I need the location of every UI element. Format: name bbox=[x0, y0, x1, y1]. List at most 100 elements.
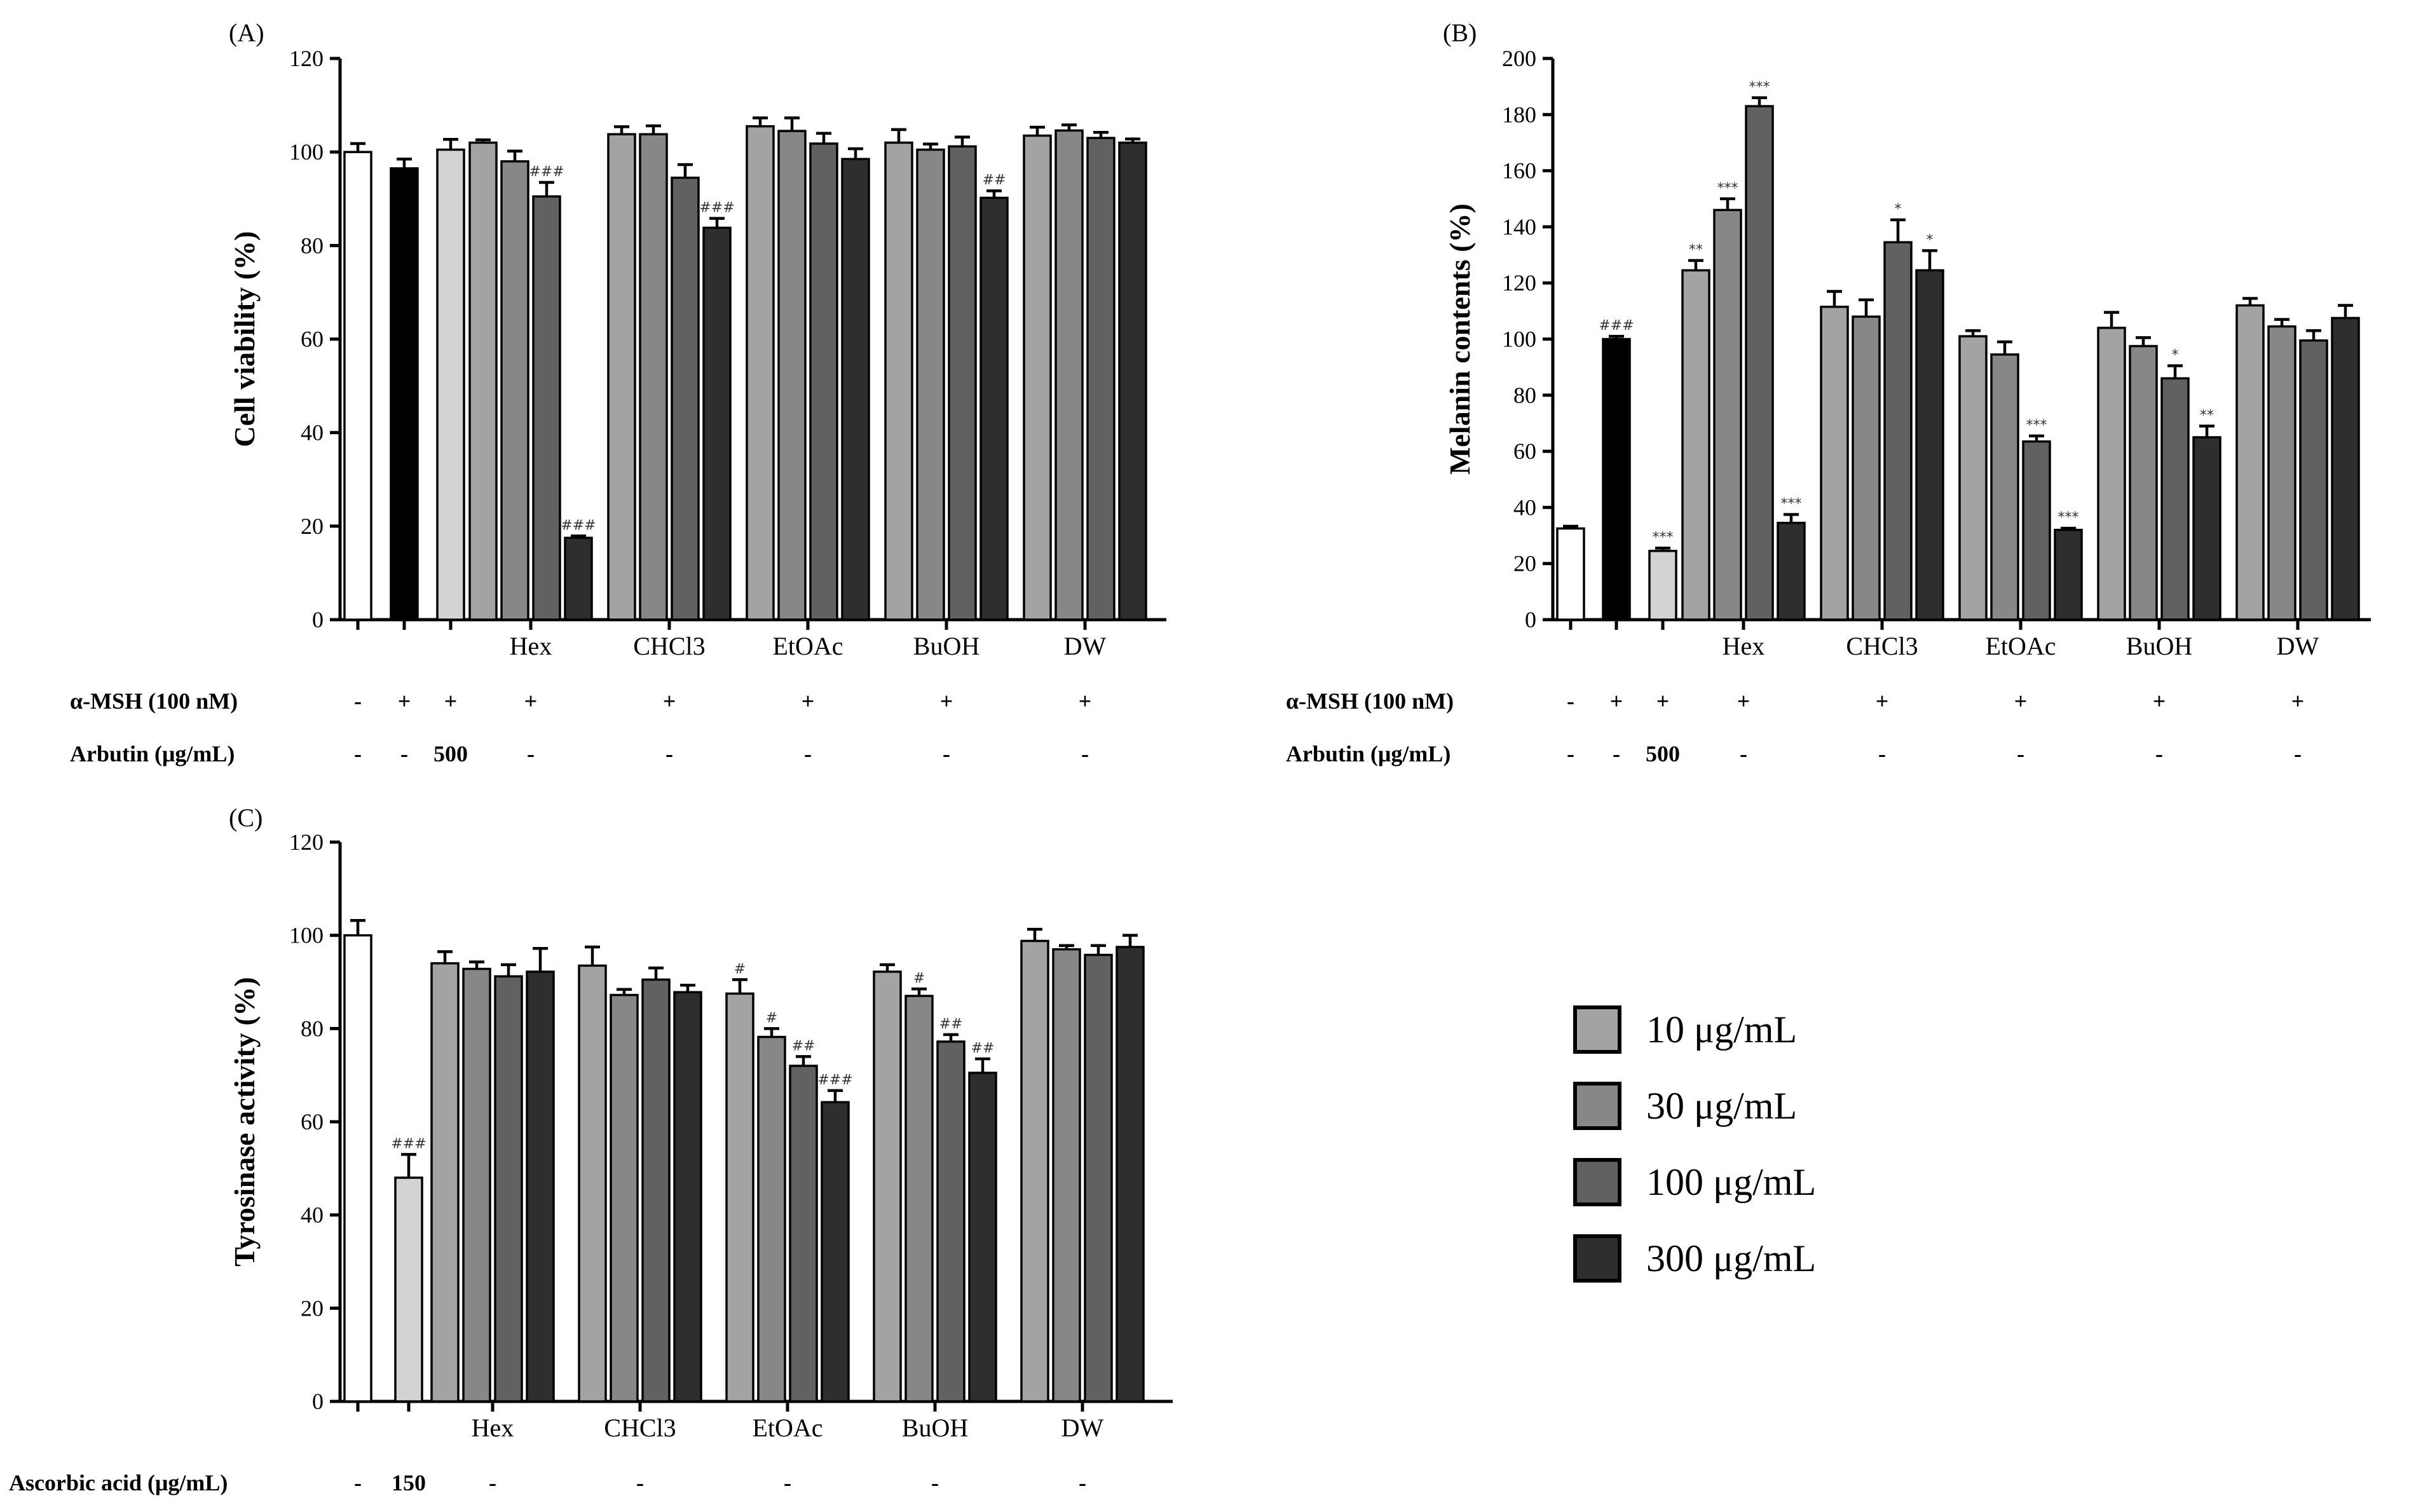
bar-c10 bbox=[884, 141, 913, 621]
y-tick-label: 120 bbox=[1502, 270, 1536, 296]
bar-c300 bbox=[564, 536, 593, 621]
bar-c100 bbox=[789, 1065, 818, 1403]
bar-c300 bbox=[841, 158, 870, 621]
legend-label: 100 μg/mL bbox=[1646, 1161, 1816, 1203]
significance-marker: # bbox=[734, 961, 746, 977]
group-label: EtOAc bbox=[752, 1413, 822, 1442]
treatment-value: - bbox=[354, 1470, 362, 1495]
bar-c30 bbox=[462, 967, 491, 1403]
treatment-value: - bbox=[400, 741, 408, 766]
panel-label: (C) bbox=[229, 803, 263, 832]
bar-c30 bbox=[757, 1035, 786, 1403]
treatment-value: + bbox=[1737, 688, 1750, 714]
panel-c-tyrosinase-chart: (C) Tyrosinase activity (%) 0 20 40 60 80 100 12… bbox=[9, 803, 1173, 1495]
treatment-value: - bbox=[804, 741, 812, 766]
treatment-value: + bbox=[2291, 688, 2305, 714]
treatment-value: - bbox=[1878, 741, 1886, 766]
treatment-value: 150 bbox=[392, 1470, 426, 1495]
bar-c10 bbox=[1820, 305, 1849, 621]
treatment-value: + bbox=[802, 688, 815, 714]
treatment-value: + bbox=[444, 688, 458, 714]
treatment-row-label: α-MSH (100 nM) bbox=[1286, 688, 1454, 714]
bar-c100 bbox=[948, 145, 977, 621]
bar-c10 bbox=[873, 971, 902, 1403]
bar-c300 bbox=[1777, 521, 1806, 621]
treatment-value: - bbox=[1567, 741, 1574, 766]
bar-c10 bbox=[607, 133, 636, 621]
bar-c100 bbox=[809, 142, 838, 621]
treatment-value: + bbox=[2153, 688, 2166, 714]
legend-swatch bbox=[1573, 1158, 1621, 1206]
treatment-value: - bbox=[2017, 741, 2024, 766]
bar-c10 bbox=[725, 992, 754, 1403]
group-label: Hex bbox=[472, 1413, 514, 1442]
treatment-value: + bbox=[940, 688, 953, 714]
y-axis-label: Tyrosinase activity (%) bbox=[228, 977, 261, 1267]
treatment-value: - bbox=[1567, 688, 1574, 714]
bar-c30 bbox=[1713, 208, 1742, 621]
significance-marker: * bbox=[1927, 232, 1934, 248]
y-tick-label: 100 bbox=[1502, 327, 1536, 352]
significance-marker: ## bbox=[939, 1016, 963, 1032]
significance-marker: *** bbox=[1717, 180, 1738, 196]
bar-c100 bbox=[1745, 105, 1774, 621]
bar-c300 bbox=[2054, 528, 2083, 621]
significance-marker: # bbox=[913, 971, 925, 986]
significance-marker: ** bbox=[1689, 242, 1703, 258]
group-label: DW bbox=[2277, 632, 2319, 660]
panel-b-melanin-chart: (B) Melanin contents (%) 0 20 40 60 80 100 120 14… bbox=[1286, 18, 2371, 766]
y-tick-label: 200 bbox=[1502, 46, 1536, 71]
bar-c300 bbox=[1116, 946, 1145, 1403]
bar-c30 bbox=[904, 995, 934, 1403]
group-label: Hex bbox=[1723, 632, 1765, 660]
treatment-value: - bbox=[527, 741, 535, 766]
bar-c100 bbox=[936, 1040, 966, 1403]
bar-c30 bbox=[2129, 344, 2158, 621]
bar-c100 bbox=[2299, 339, 2328, 621]
group-label: BuOH bbox=[913, 632, 979, 660]
bar-single bbox=[1648, 550, 1677, 621]
treatment-value: + bbox=[1876, 688, 1889, 714]
bar-single bbox=[394, 1176, 423, 1403]
y-tick-label: 40 bbox=[301, 1202, 324, 1228]
bar-c100 bbox=[2022, 440, 2051, 621]
treatment-row-label: α-MSH (100 nM) bbox=[70, 688, 238, 714]
bar-c300 bbox=[2331, 317, 2360, 621]
y-tick-label: 120 bbox=[289, 829, 324, 855]
treatment-row-label: Ascorbic acid (μg/mL) bbox=[9, 1470, 228, 1495]
panel-label: (B) bbox=[1443, 18, 1477, 47]
treatment-value: + bbox=[1610, 688, 1623, 714]
bar-c10 bbox=[578, 964, 607, 1403]
treatment-value: - bbox=[354, 688, 362, 714]
treatment-value: - bbox=[1613, 741, 1620, 766]
significance-marker: ### bbox=[817, 1072, 852, 1088]
treatment-value: + bbox=[398, 688, 411, 714]
bar-c300 bbox=[979, 196, 1009, 621]
legend-label: 300 μg/mL bbox=[1646, 1237, 1816, 1279]
y-tick-label: 20 bbox=[301, 514, 324, 539]
significance-marker: *** bbox=[1749, 79, 1770, 95]
significance-marker: *** bbox=[2026, 418, 2047, 433]
treatment-value: - bbox=[1081, 741, 1089, 766]
treatment-value: - bbox=[354, 741, 362, 766]
group-label: DW bbox=[1064, 632, 1107, 660]
y-axis-label: Cell viability (%) bbox=[228, 231, 261, 447]
significance-marker: * bbox=[1895, 201, 1902, 217]
bar-c100 bbox=[1883, 241, 1913, 621]
bar-c30 bbox=[1054, 129, 1084, 621]
bar-single bbox=[343, 934, 372, 1403]
significance-marker: ** bbox=[2200, 407, 2214, 423]
treatment-value: + bbox=[1656, 688, 1670, 714]
y-tick-label: 180 bbox=[1502, 102, 1536, 127]
bar-c30 bbox=[916, 148, 945, 621]
bar-c10 bbox=[1023, 134, 1052, 621]
bar-c10 bbox=[2097, 327, 2126, 621]
treatment-value: 500 bbox=[433, 741, 468, 766]
treatment-value: - bbox=[489, 1470, 496, 1495]
group-label: Hex bbox=[510, 632, 552, 660]
y-tick-label: 100 bbox=[289, 139, 324, 165]
group-label: EtOAc bbox=[772, 632, 843, 660]
significance-marker: * bbox=[2172, 347, 2179, 363]
significance-marker: ## bbox=[792, 1038, 816, 1054]
